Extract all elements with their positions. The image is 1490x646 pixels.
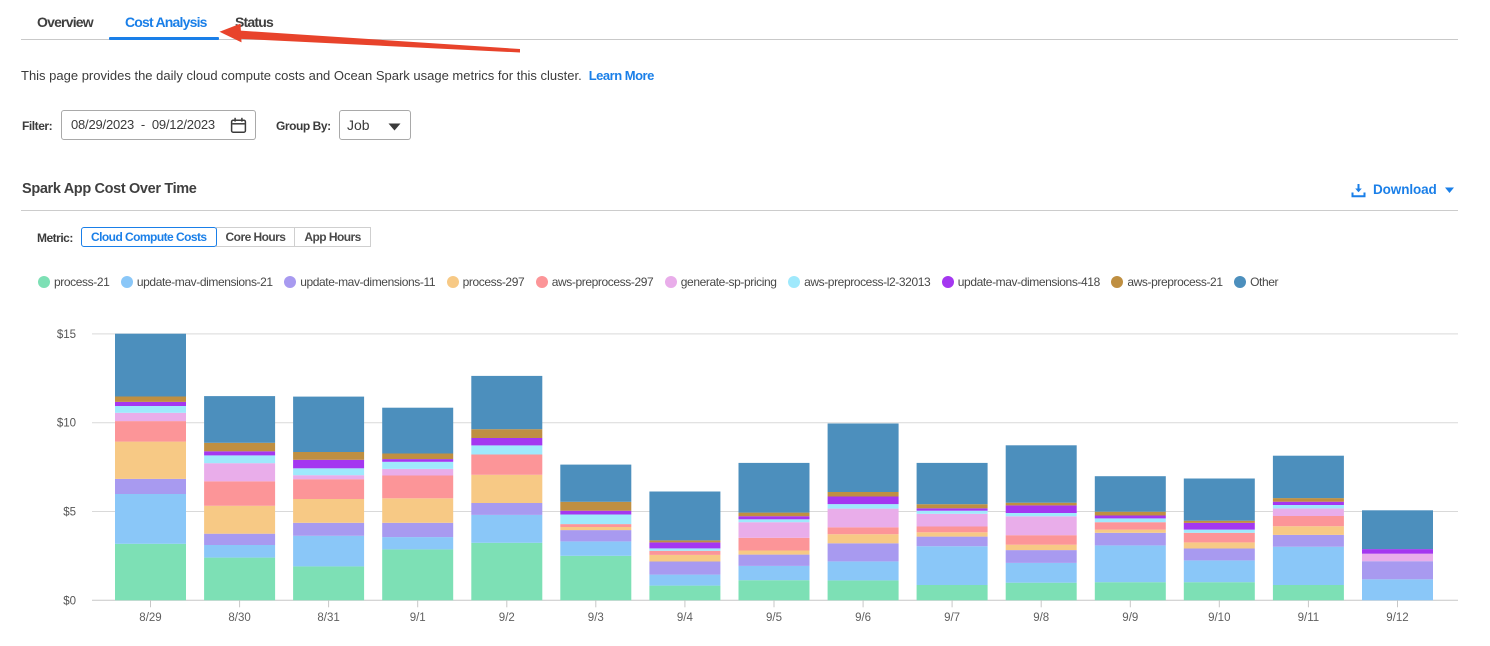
svg-text:$15: $15: [57, 329, 76, 341]
svg-text:$5: $5: [63, 507, 76, 519]
svg-text:9/7: 9/7: [944, 612, 960, 624]
svg-text:9/11: 9/11: [1298, 612, 1320, 624]
svg-text:9/3: 9/3: [588, 612, 604, 624]
svg-text:9/5: 9/5: [766, 612, 782, 624]
svg-text:8/31: 8/31: [317, 612, 339, 624]
svg-text:9/1: 9/1: [410, 612, 426, 624]
svg-text:$10: $10: [57, 418, 76, 430]
svg-text:8/30: 8/30: [228, 612, 250, 624]
svg-text:9/2: 9/2: [499, 612, 515, 624]
svg-text:9/10: 9/10: [1208, 612, 1230, 624]
svg-text:9/8: 9/8: [1033, 612, 1049, 624]
svg-text:8/29: 8/29: [139, 612, 161, 624]
svg-text:9/12: 9/12: [1386, 612, 1408, 624]
svg-text:9/6: 9/6: [855, 612, 871, 624]
svg-text:9/9: 9/9: [1122, 612, 1138, 624]
svg-text:9/4: 9/4: [677, 612, 694, 624]
svg-text:$0: $0: [63, 595, 76, 607]
